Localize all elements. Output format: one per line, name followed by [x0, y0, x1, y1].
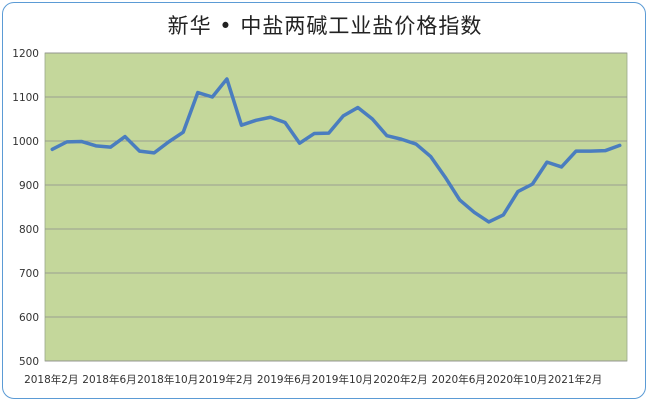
x-tick-label: 2018年2月 [24, 373, 78, 386]
x-tick-label: 2019年2月 [199, 373, 253, 386]
x-axis-ticks: 2018年2月 2018年6月 2018年10月 2019年2月 2019年6月 2019… [24, 373, 602, 386]
y-tick-label: 600 [19, 312, 39, 324]
y-tick-label: 1100 [12, 92, 39, 104]
x-tick-label: 2019年10月 [312, 373, 373, 386]
x-tick-label: 2020年10月 [486, 373, 547, 386]
y-tick-label: 900 [19, 180, 39, 192]
y-tick-label: 800 [19, 224, 39, 236]
x-tick-label: 2018年6月 [82, 373, 136, 386]
y-axis-ticks: 500 600 700 800 900 1000 1100 1200 [12, 48, 39, 368]
y-tick-label: 500 [19, 356, 39, 368]
series-line [50, 77, 622, 224]
y-tick-label: 1000 [12, 136, 39, 148]
x-tick-label: 2020年6月 [431, 373, 485, 386]
y-tick-label: 700 [19, 268, 39, 280]
x-tick-label: 2018年10月 [137, 373, 198, 386]
x-tick-label: 2021年2月 [548, 373, 602, 386]
y-tick-label: 1200 [12, 48, 39, 60]
x-tick-label: 2019年6月 [257, 373, 311, 386]
chart-title: 新华 • 中盐两碱工业盐价格指数 [167, 14, 483, 38]
plot-area [44, 52, 628, 362]
x-tick-label: 2020年2月 [373, 373, 427, 386]
gridlines [45, 52, 627, 362]
